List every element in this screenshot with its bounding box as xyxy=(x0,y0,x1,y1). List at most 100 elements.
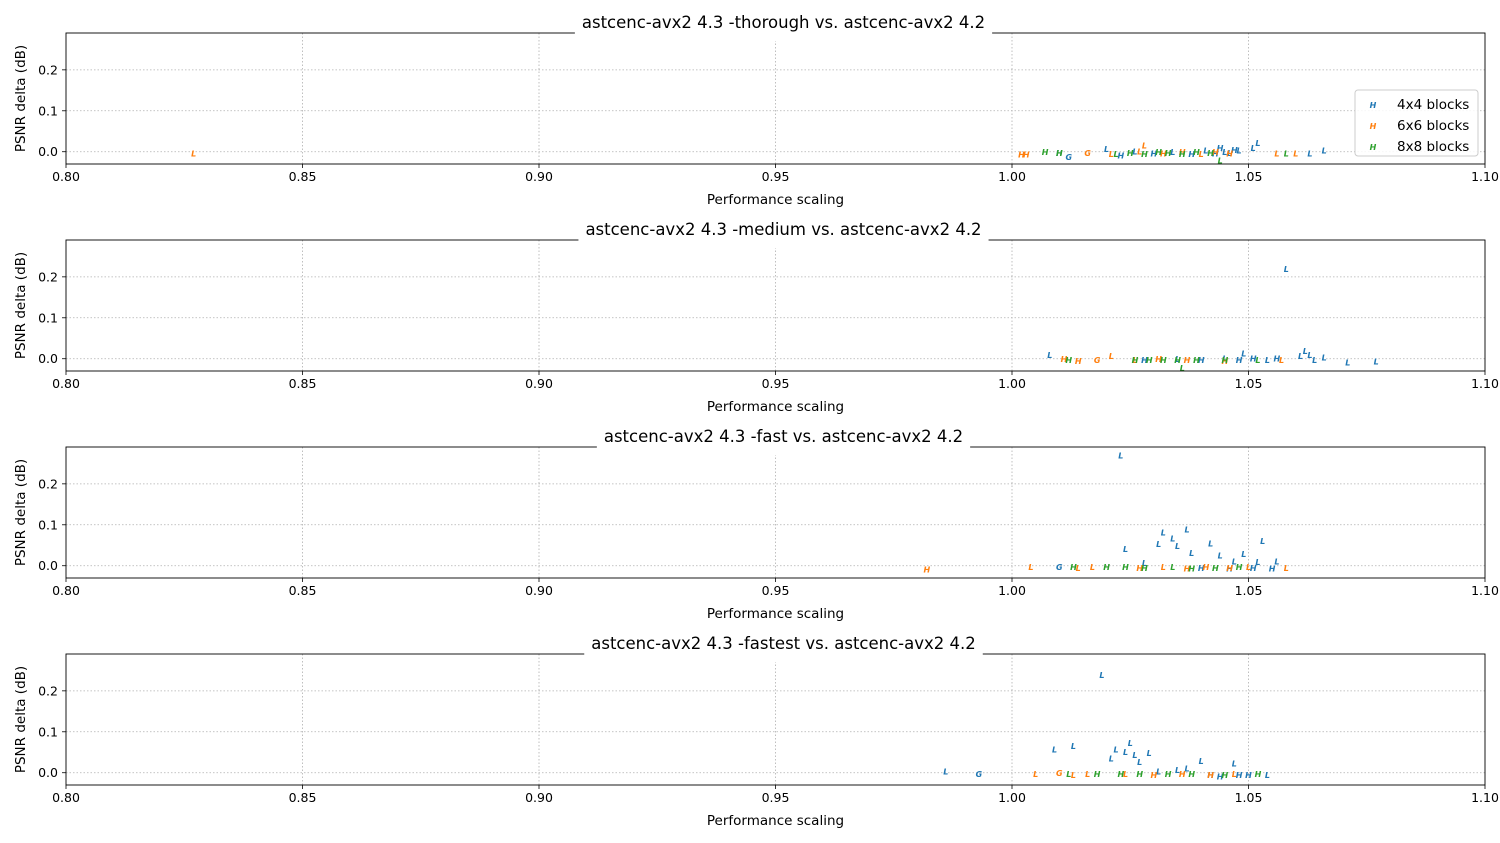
data-point: L xyxy=(1265,771,1270,780)
x-axis-label: Performance scaling xyxy=(707,606,844,622)
data-point: H xyxy=(1117,151,1124,160)
data-point: H xyxy=(1174,356,1181,365)
data-point: L xyxy=(1090,563,1095,572)
data-point: H xyxy=(1226,565,1233,574)
data-point: H xyxy=(1255,770,1262,779)
x-axis-label: Performance scaling xyxy=(707,813,844,829)
data-point: H xyxy=(1165,149,1172,158)
data-point: L xyxy=(1284,149,1289,158)
data-point: L xyxy=(1033,770,1038,779)
data-point: H xyxy=(1193,356,1200,365)
data-point: L xyxy=(1274,149,1279,158)
data-point: L xyxy=(1085,770,1090,779)
data-point: L xyxy=(1137,758,1142,767)
x-axis-label: Performance scaling xyxy=(707,192,844,208)
x-tick-label: 0.80 xyxy=(52,376,80,391)
data-point: H xyxy=(1188,150,1195,159)
data-point: L xyxy=(1076,564,1081,573)
x-tick-label: 0.90 xyxy=(525,583,553,598)
y-axis-label: PSNR delta (dB) xyxy=(13,459,29,566)
y-tick-label: 0.2 xyxy=(38,269,58,284)
data-point: L xyxy=(1208,539,1213,548)
data-point: L xyxy=(1052,745,1057,754)
plot-frame xyxy=(65,239,1486,372)
title-background xyxy=(574,11,993,41)
data-point: L xyxy=(1123,748,1128,757)
x-axis-label: Performance scaling xyxy=(707,399,844,415)
data-point: H xyxy=(1188,770,1195,779)
data-point: L xyxy=(1236,147,1241,156)
data-point: L xyxy=(1189,549,1194,558)
data-point: L xyxy=(1184,764,1189,773)
data-point: H xyxy=(1221,771,1228,780)
data-point: L xyxy=(1218,552,1223,561)
data-point: H xyxy=(1155,355,1162,364)
data-point: H xyxy=(1236,563,1243,572)
data-point: H xyxy=(1193,148,1200,157)
plot-frame xyxy=(65,32,1486,165)
x-tick-label: 1.05 xyxy=(1235,169,1263,184)
data-point: G xyxy=(1056,769,1063,778)
chart-title: astcenc-avx2 4.3 -medium vs. astcenc-avx… xyxy=(585,220,981,239)
data-point: L xyxy=(1303,347,1308,356)
data-point: L xyxy=(1175,542,1180,551)
title-background xyxy=(584,632,983,662)
x-tick-label: 1.10 xyxy=(1471,376,1499,391)
x-tick-label: 1.00 xyxy=(998,376,1026,391)
data-point: L xyxy=(1156,540,1161,549)
data-point: H xyxy=(1018,151,1025,160)
data-point: L xyxy=(1104,145,1109,154)
data-point: H xyxy=(1203,563,1210,572)
data-point: H xyxy=(1179,150,1186,159)
data-point: L xyxy=(1307,351,1312,360)
data-point: L xyxy=(1199,150,1204,159)
data-point: H xyxy=(1226,564,1233,573)
x-tick-label: 0.80 xyxy=(52,169,80,184)
data-point: H xyxy=(1236,356,1243,365)
x-tick-label: 0.85 xyxy=(289,790,317,805)
data-point: L xyxy=(1161,563,1166,572)
data-point: L xyxy=(1255,558,1260,567)
data-point: H xyxy=(1117,770,1124,779)
data-point: H xyxy=(1042,148,1049,157)
x-tick-label: 1.10 xyxy=(1471,169,1499,184)
legend-label: 6x6 blocks xyxy=(1397,118,1469,134)
data-point: L xyxy=(1227,149,1232,158)
legend-marker: H xyxy=(1370,101,1377,110)
data-point: L xyxy=(1284,564,1289,573)
data-point: H xyxy=(1207,149,1214,158)
y-tick-label: 0.1 xyxy=(38,310,58,325)
data-point: L xyxy=(943,768,948,777)
data-point: L xyxy=(1109,352,1114,361)
x-tick-label: 0.85 xyxy=(289,169,317,184)
data-point: L xyxy=(1293,149,1298,158)
x-tick-label: 0.80 xyxy=(52,790,80,805)
data-point: H xyxy=(1103,563,1110,572)
data-point: L xyxy=(1132,147,1137,156)
data-point: H xyxy=(1198,356,1205,365)
data-point: L xyxy=(1274,557,1279,566)
data-point: H xyxy=(1141,356,1148,365)
title-background xyxy=(578,218,989,248)
data-point: L xyxy=(1109,150,1114,159)
data-point: L xyxy=(1066,770,1071,779)
data-point: L xyxy=(1298,352,1303,361)
data-point: L xyxy=(1156,768,1161,777)
data-point: L xyxy=(1251,144,1256,153)
data-point: H xyxy=(1075,357,1082,366)
x-tick-label: 0.80 xyxy=(52,583,80,598)
y-tick-label: 0.1 xyxy=(38,724,58,739)
y-tick-label: 0.1 xyxy=(38,103,58,118)
data-point: L xyxy=(1255,356,1260,365)
data-point: L xyxy=(1232,770,1237,779)
x-tick-label: 0.90 xyxy=(525,790,553,805)
data-point: L xyxy=(1218,156,1223,165)
data-point: L xyxy=(1307,149,1312,158)
y-tick-label: 0.0 xyxy=(38,558,58,573)
data-point: L xyxy=(1241,349,1246,358)
data-point: L xyxy=(1345,358,1350,367)
legend-marker: H xyxy=(1370,143,1377,152)
y-axis-label: PSNR delta (dB) xyxy=(13,45,29,152)
